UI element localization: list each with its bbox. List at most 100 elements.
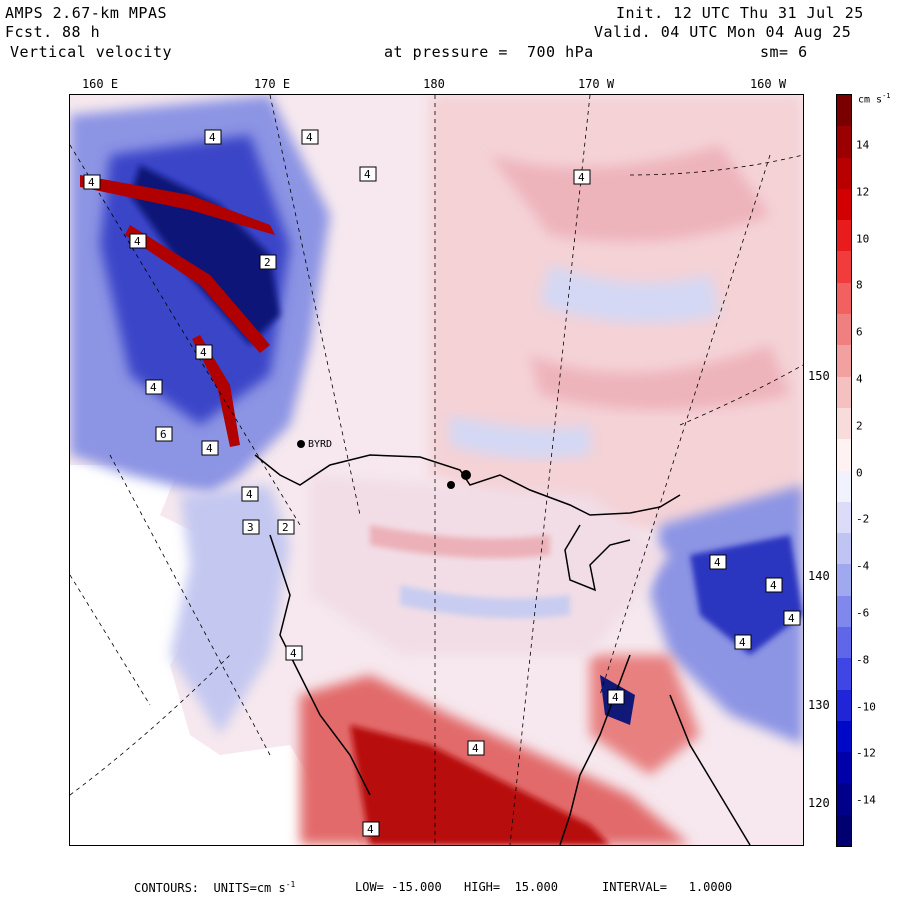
- rising-streak: [192, 335, 240, 447]
- footer-low: LOW= -15.000: [355, 880, 442, 894]
- colorbar-swatch: [837, 783, 851, 816]
- colorbar-tick-label: 14: [856, 138, 870, 152]
- colorbar-tick-label: 4: [856, 372, 863, 386]
- contour-label: 4: [714, 556, 721, 569]
- colorbar: [836, 94, 852, 847]
- colorbar-swatch: [837, 220, 851, 252]
- sinking-band: [400, 585, 570, 619]
- contour-label-box: [204, 129, 222, 145]
- contour-label: 4: [306, 131, 313, 144]
- rising-band: [490, 145, 770, 242]
- colorbar-swatch: [837, 814, 851, 847]
- contour-label: 4: [367, 823, 374, 836]
- rising-band: [530, 345, 790, 410]
- contour-label: 4: [770, 579, 777, 592]
- contour-label: 4: [290, 647, 297, 660]
- contour-label: 4: [788, 612, 795, 625]
- contour-label-box: [573, 169, 591, 185]
- very-strong-sinking: [130, 165, 280, 345]
- contour-label: 2: [264, 256, 271, 269]
- contour-label-box: [259, 254, 277, 270]
- colorbar-swatch: [837, 470, 851, 503]
- contour-label-box: [765, 577, 783, 593]
- init-time: Init. 12 UTC Thu 31 Jul 25: [616, 4, 864, 22]
- contour-label-box: [277, 519, 295, 535]
- colorbar-tick-label: 12: [856, 185, 870, 199]
- contour-label: 4: [739, 636, 746, 649]
- contour-label-box: [83, 174, 101, 190]
- sinking-band: [540, 265, 720, 323]
- contour-label: 4: [88, 176, 95, 189]
- colorbar-swatch: [837, 564, 851, 597]
- contour-label-box: [195, 344, 213, 360]
- contour-label: 4: [364, 168, 371, 181]
- meridian-160e: [70, 144, 301, 526]
- no-data-region: [70, 465, 220, 755]
- colorbar-tick-label: -6: [856, 606, 870, 620]
- smoothing-value: sm= 6: [760, 43, 808, 61]
- contour-label: 4: [150, 381, 157, 394]
- forecast-label: Fcst.: [5, 23, 53, 41]
- colorbar-swatch: [837, 595, 851, 628]
- colorbar-tick-label: 10: [856, 232, 870, 246]
- colorbar-swatch: [837, 658, 851, 691]
- colorbar-swatch: [837, 689, 851, 722]
- footer-high: HIGH= 15.000: [464, 880, 558, 894]
- colorbar-tick-label: -14: [856, 793, 876, 807]
- meridian-150e: [109, 454, 271, 756]
- contour-label: 4: [612, 691, 619, 704]
- forecast-hour: 88 h: [62, 23, 101, 41]
- lon-label: 160 W: [749, 77, 787, 91]
- contour-label-box: [362, 821, 380, 837]
- coastline: [564, 524, 631, 592]
- contour-label-box: [155, 426, 173, 442]
- contour-label-box: [201, 440, 219, 456]
- colorbar-swatch: [837, 95, 851, 127]
- parallel: [679, 364, 803, 426]
- contour-label: 2: [282, 521, 289, 534]
- colorbar-tick-label: 6: [856, 325, 863, 339]
- contour-label-box: [607, 689, 625, 705]
- colorbar-tick-label: 2: [856, 419, 863, 433]
- coastline: [254, 454, 681, 516]
- vertical-velocity-map: BYRD 4 4 4 2 4 4 4 4 6 4 4 2 3 4 4 4 4 4 4 4 4 4: [69, 94, 804, 846]
- footer-interval: INTERVAL= 1.0000: [602, 880, 733, 894]
- footer-contours: CONTOURS: UNITS=cm s-1: [134, 880, 296, 895]
- ice-shelf-field: [310, 475, 670, 655]
- contour-label: 3: [247, 521, 254, 534]
- contour-label: 4: [578, 171, 585, 184]
- colorbar-swatch: [837, 626, 851, 659]
- colorbar-swatch: [837, 314, 851, 346]
- coastline: [669, 694, 751, 845]
- colorbar-unit: cm s-1: [858, 92, 891, 106]
- model-title: AMPS 2.67-km MPAS: [5, 4, 168, 22]
- field-name: Vertical velocity: [10, 43, 173, 61]
- colorbar-tick-label: -4: [856, 559, 870, 573]
- meridian-170w: [509, 95, 591, 845]
- station-dot: [297, 440, 305, 448]
- strong-rising-south: [350, 725, 610, 845]
- sinking-area-southwest: [170, 485, 290, 735]
- rising-band: [370, 525, 550, 559]
- parallel: [70, 654, 231, 796]
- contour-label: 4: [472, 742, 479, 755]
- contour-label-box: [301, 129, 319, 145]
- contour-label-box: [285, 645, 303, 661]
- map-canvas: BYRD 4 4 4 2 4 4 4 4 6 4 4 2 3 4 4 4 4 4 4 4 4 4: [70, 95, 803, 845]
- lon-label: 160 E: [81, 77, 119, 91]
- contour-label: 4: [209, 131, 216, 144]
- colorbar-swatch: [837, 439, 851, 471]
- colorbar-tick-label: -10: [856, 700, 876, 714]
- colorbar-swatch: [837, 188, 851, 221]
- lon-label: 170 W: [577, 77, 615, 91]
- colorbar-swatch: [837, 251, 851, 284]
- colorbar-swatch: [837, 533, 851, 565]
- no-data-region: [70, 745, 360, 845]
- contour-label: 4: [200, 346, 207, 359]
- contour-label-box: [734, 634, 752, 650]
- colorbar-swatch: [837, 282, 851, 315]
- contour-label: 6: [160, 428, 167, 441]
- colorbar-swatch: [837, 720, 851, 753]
- station-dot: [447, 481, 455, 489]
- contour-label-box: [467, 740, 485, 756]
